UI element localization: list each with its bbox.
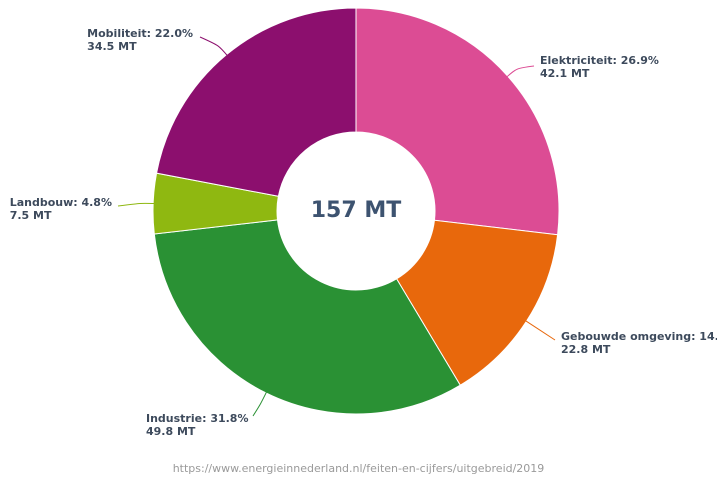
data-label-value-mobiliteit: 34.5 MT — [87, 40, 137, 53]
data-label-name-gebouwde-omgeving: Gebouwde omgeving: 14.5% — [561, 330, 717, 343]
data-label-value-elektriciteit: 42.1 MT — [540, 67, 590, 80]
leader-line-mobiliteit — [199, 36, 229, 57]
data-labels-group: Elektriciteit: 26.9%42.1 MT Gebouwde omge… — [10, 27, 717, 438]
slice-industrie[interactable] — [153, 219, 461, 415]
slice-elektriciteit[interactable] — [355, 7, 560, 236]
data-label-name-landbouw: Landbouw: 4.8% — [10, 196, 112, 209]
leader-line-gebouwde-omgeving — [524, 319, 556, 341]
leader-line-landbouw — [117, 202, 156, 207]
leader-line-elektriciteit — [505, 65, 535, 78]
data-label-name-industrie: Industrie: 31.8% — [146, 412, 248, 425]
data-label-value-gebouwde-omgeving: 22.8 MT — [561, 343, 611, 356]
leader-line-industrie — [252, 390, 268, 417]
data-label-value-industrie: 49.8 MT — [146, 425, 196, 438]
slice-gebouwde-omgeving[interactable] — [395, 219, 559, 386]
slices-group — [152, 7, 560, 415]
leader-lines-group — [117, 36, 556, 417]
slice-mobiliteit[interactable] — [155, 7, 357, 197]
data-label-name-mobiliteit: Mobiliteit: 22.0% — [87, 27, 193, 40]
center-total-label: 157 MT — [311, 198, 401, 223]
source-url: https://www.energieinnederland.nl/feiten… — [172, 462, 545, 475]
data-label-name-elektriciteit: Elektriciteit: 26.9% — [540, 54, 659, 67]
data-label-value-landbouw: 7.5 MT — [10, 209, 52, 222]
